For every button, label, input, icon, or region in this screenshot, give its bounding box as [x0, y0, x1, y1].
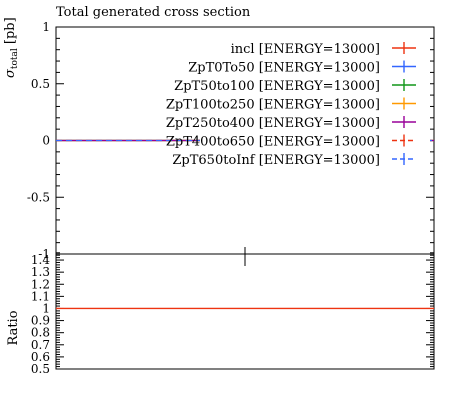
- ratio-y-tick-label: 0.6: [31, 350, 50, 364]
- ratio-y-tick-label: 1.4: [31, 253, 50, 267]
- legend-label-4: ZpT250to400 [ENERGY=13000]: [166, 116, 380, 131]
- legend-entry-bg: [200, 94, 430, 112]
- ratio-y-tick-label: 0.8: [31, 326, 50, 340]
- legend-entry-bg: [200, 113, 430, 130]
- legend-entry-bg: [200, 76, 430, 93]
- ratio-y-tick-label: 1.3: [31, 265, 50, 279]
- legend-label-1: ZpT0To50 [ENERGY=13000]: [188, 61, 380, 76]
- ratio-y-axis-label: Ratio: [6, 310, 21, 345]
- chart-title: Total generated cross section: [56, 5, 251, 20]
- y-axis-unit: [pb]: [3, 17, 18, 48]
- main-y-tick-label: 0: [42, 134, 50, 148]
- main-y-tick-label: -0.5: [27, 190, 50, 204]
- legend-entry-bg: [200, 131, 430, 149]
- legend-entry-bg: [200, 39, 430, 56]
- ratio-y-tick-label: 0.7: [31, 338, 50, 352]
- ratio-y-tick-label: 0.9: [31, 314, 50, 328]
- legend-label-5: ZpT400to650 [ENERGY=13000]: [166, 135, 380, 150]
- main-y-ticks: 1 0.5 0 -0.5 -1: [27, 20, 434, 261]
- legend-label-3: ZpT100to250 [ENERGY=13000]: [166, 98, 380, 113]
- legend-entry-bg: [200, 150, 430, 167]
- y-axis-symbol: σ: [3, 68, 18, 78]
- legend-label-2: ZpT50to100 [ENERGY=13000]: [174, 79, 380, 94]
- ratio-y-tick-label: 1.2: [31, 277, 50, 291]
- legend-entry-bg: [200, 57, 430, 75]
- main-y-tick-label: -1: [38, 247, 50, 261]
- main-y-axis-label: σtotal [pb]: [3, 17, 20, 78]
- main-y-tick-label: 0.5: [31, 77, 50, 91]
- y-axis-subscript: total: [10, 48, 20, 69]
- legend-label-0: incl [ENERGY=13000]: [231, 42, 380, 57]
- ratio-y-tick-label: 1: [42, 301, 50, 315]
- legend: incl [ENERGY=13000] ZpT0To50 [ENERGY=1300…: [166, 39, 430, 168]
- legend-label-6: ZpT650toInf [ENERGY=13000]: [172, 153, 380, 168]
- ratio-y-tick-label: 1.1: [31, 289, 50, 303]
- main-y-tick-label: 1: [42, 20, 50, 34]
- ratio-plot-frame: [55, 253, 435, 370]
- ratio-y-tick-label: 0.5: [31, 362, 50, 376]
- ratio-y-ticks: 1.41.31.21.110.90.80.70.60.5: [31, 252, 434, 376]
